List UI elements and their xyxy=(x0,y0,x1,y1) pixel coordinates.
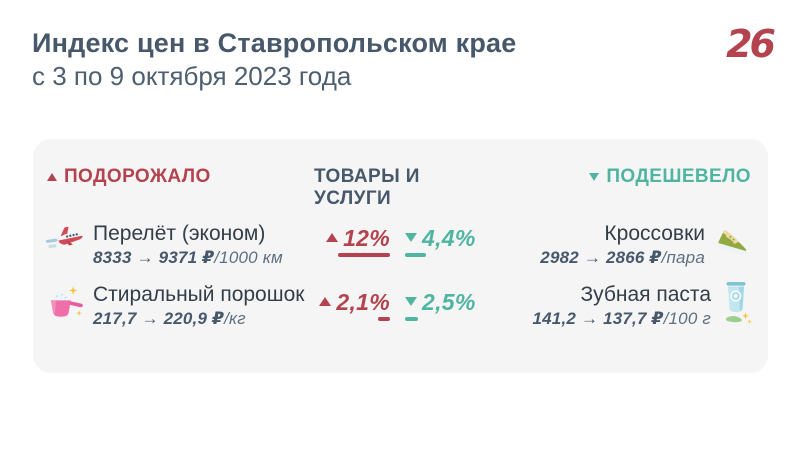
item-name: Стиральный порошок xyxy=(93,283,305,306)
column-header-increased: ПОДОРОЖАЛО xyxy=(47,166,211,188)
decrease-percent-row1: 4,4% xyxy=(405,226,476,250)
price-change: 217,7 → 220,9 ₽ xyxy=(93,309,225,328)
item-price: 8333 → 9371 ₽/1000 км xyxy=(93,248,283,267)
decrease-percent-row2: 2,5% xyxy=(405,290,476,314)
item-price: 2982 → 2866 ₽/пара xyxy=(540,248,705,267)
down-triangle-icon xyxy=(589,173,600,181)
column-header-goods: ТОВАРЫ И УСЛУГИ xyxy=(314,166,502,210)
list-item-toothpaste: Зубная паста 141,2 → 137,7 ₽/100 г xyxy=(533,282,754,328)
decrease-magnitude-bar xyxy=(405,317,418,321)
decrease-percent-value: 2,5% xyxy=(422,289,476,315)
decrease-magnitude-bar xyxy=(405,253,426,257)
column-header-decreased: ПОДЕШЕВЕЛО xyxy=(589,166,751,188)
price-change: 2982 → 2866 ₽ xyxy=(540,248,662,267)
increase-percent-value: 2,1% xyxy=(336,289,390,315)
increase-magnitude-bar xyxy=(378,317,390,321)
page-title: Индекс цен в Ставропольском крае xyxy=(32,28,517,58)
page-subtitle: с 3 по 9 октября 2023 года xyxy=(32,61,352,91)
decrease-percent-value: 4,4% xyxy=(422,225,476,251)
detergent-scoop-icon xyxy=(50,286,83,317)
price-unit: /пара xyxy=(661,248,705,267)
column-header-decreased-label: ПОДЕШЕВЕЛО xyxy=(606,166,751,187)
item-price: 141,2 → 137,7 ₽/100 г xyxy=(533,309,712,328)
brand-logo-26: 26 xyxy=(726,22,776,66)
item-text: Перелёт (эконом) 8333 → 9371 ₽/1000 км xyxy=(93,221,283,267)
list-item-detergent: Стиральный порошок 217,7 → 220,9 ₽/кг xyxy=(45,282,304,328)
item-text: Стиральный порошок 217,7 → 220,9 ₽/кг xyxy=(93,282,304,328)
up-triangle-icon xyxy=(47,173,57,181)
increase-percent-row1: 12% xyxy=(326,226,390,250)
down-triangle-icon xyxy=(405,296,417,306)
down-triangle-icon xyxy=(405,232,417,242)
item-name: Кроссовки xyxy=(604,222,705,245)
page-header: Индекс цен в Ставропольском крае с 3 по … xyxy=(32,26,517,93)
item-text: Кроссовки 2982 → 2866 ₽/пара xyxy=(540,221,705,267)
list-item-flight: Перелёт (эконом) 8333 → 9371 ₽/1000 км xyxy=(45,221,283,267)
price-index-card: ПОДОРОЖАЛО ТОВАРЫ И УСЛУГИ ПОДЕШЕВЕЛО xyxy=(33,139,768,373)
item-price: 217,7 → 220,9 ₽/кг xyxy=(93,309,304,328)
up-triangle-icon xyxy=(326,232,339,242)
price-unit: /кг xyxy=(224,309,246,328)
column-header-increased-label: ПОДОРОЖАЛО xyxy=(64,166,211,187)
increase-magnitude-bar xyxy=(338,253,390,257)
toothpaste-icon xyxy=(725,282,752,324)
airplane-icon xyxy=(45,226,83,249)
price-change: 141,2 → 137,7 ₽ xyxy=(532,309,664,328)
price-unit: /1000 км xyxy=(214,248,283,267)
column-header-goods-label: ТОВАРЫ И УСЛУГИ xyxy=(314,166,420,209)
list-item-sneakers: Кроссовки 2982 → 2866 ₽/пара xyxy=(540,221,753,267)
increase-percent-value: 12% xyxy=(343,225,390,251)
price-change: 8333 → 9371 ₽ xyxy=(93,248,215,267)
increase-percent-row2: 2,1% xyxy=(319,290,390,314)
item-name: Перелёт (эконом) xyxy=(93,222,266,245)
item-text: Зубная паста 141,2 → 137,7 ₽/100 г xyxy=(533,282,712,328)
price-unit: /100 г xyxy=(663,309,711,328)
sneaker-icon xyxy=(716,230,748,255)
item-name: Зубная паста xyxy=(580,283,711,306)
up-triangle-icon xyxy=(319,296,332,306)
